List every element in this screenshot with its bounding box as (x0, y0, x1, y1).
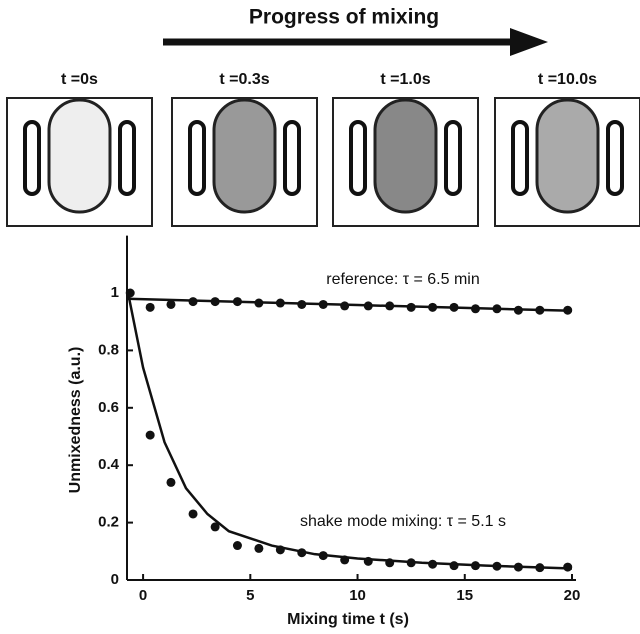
x-tick-label: 20 (564, 587, 581, 604)
data-point (297, 300, 306, 309)
data-point (492, 562, 501, 571)
panel-label: t =1.0s (380, 71, 430, 88)
data-point (563, 306, 572, 315)
figure: Progress of mixing t =0s t =0.3s t =1.0s t … (0, 0, 640, 634)
data-point (340, 555, 349, 564)
x-tick-label: 0 (139, 587, 147, 604)
data-point (385, 301, 394, 310)
data-point (450, 561, 459, 570)
data-point (471, 561, 480, 570)
panel-vessel (537, 100, 598, 212)
data-point (319, 300, 328, 309)
series-annotation: reference: τ = 6.5 min (326, 271, 480, 288)
data-point (276, 299, 285, 308)
data-point (514, 306, 523, 315)
y-tick-label: 0.6 (98, 399, 119, 416)
data-point (166, 300, 175, 309)
panel-side (513, 122, 527, 194)
data-point (276, 545, 285, 554)
data-point (535, 563, 544, 572)
data-point (233, 297, 242, 306)
y-tick-label: 1 (111, 284, 119, 301)
y-tick-label: 0.8 (98, 341, 119, 358)
y-tick-label: 0.2 (98, 514, 119, 531)
data-point (428, 303, 437, 312)
panel-vessel (214, 100, 275, 212)
panel-side (25, 122, 39, 194)
y-tick-label: 0 (111, 571, 119, 588)
panel-label: t =0.3s (219, 71, 269, 88)
series-annotation: shake mode mixing: τ = 5.1 s (300, 513, 506, 530)
data-point (297, 548, 306, 557)
panel-label: t =0s (61, 71, 98, 88)
x-tick-label: 15 (456, 587, 473, 604)
data-point (146, 303, 155, 312)
arrow-head (510, 28, 548, 56)
panel-side (120, 122, 134, 194)
header-title: Progress of mixing (249, 6, 439, 29)
data-point (233, 541, 242, 550)
panel-side (608, 122, 622, 194)
data-point (340, 301, 349, 310)
panel-label: t =10.0s (538, 71, 597, 88)
panel-side (446, 122, 460, 194)
panel-vessel (375, 100, 436, 212)
data-point (364, 301, 373, 310)
data-point (428, 560, 437, 569)
data-point (535, 306, 544, 315)
data-point (364, 557, 373, 566)
panel-vessel (49, 100, 110, 212)
y-tick-label: 0.4 (98, 456, 120, 473)
data-point (254, 544, 263, 553)
data-point (563, 563, 572, 572)
data-point (166, 478, 175, 487)
data-point (189, 297, 198, 306)
y-axis-label: Unmixedness (a.u.) (67, 347, 84, 494)
x-axis-label: Mixing time t (s) (287, 611, 409, 628)
data-point (254, 299, 263, 308)
data-point (211, 297, 220, 306)
panel-side (351, 122, 365, 194)
x-tick-label: 5 (246, 587, 254, 604)
data-point (471, 304, 480, 313)
data-point (407, 558, 416, 567)
data-point (492, 304, 501, 313)
data-point (211, 522, 220, 531)
data-point (407, 303, 416, 312)
data-point (450, 303, 459, 312)
panel-side (285, 122, 299, 194)
data-point (514, 563, 523, 572)
data-point (146, 431, 155, 440)
panel-side (190, 122, 204, 194)
data-point (319, 551, 328, 560)
x-tick-label: 10 (349, 587, 366, 604)
data-point (126, 289, 135, 298)
data-point (385, 558, 394, 567)
data-point (189, 509, 198, 518)
